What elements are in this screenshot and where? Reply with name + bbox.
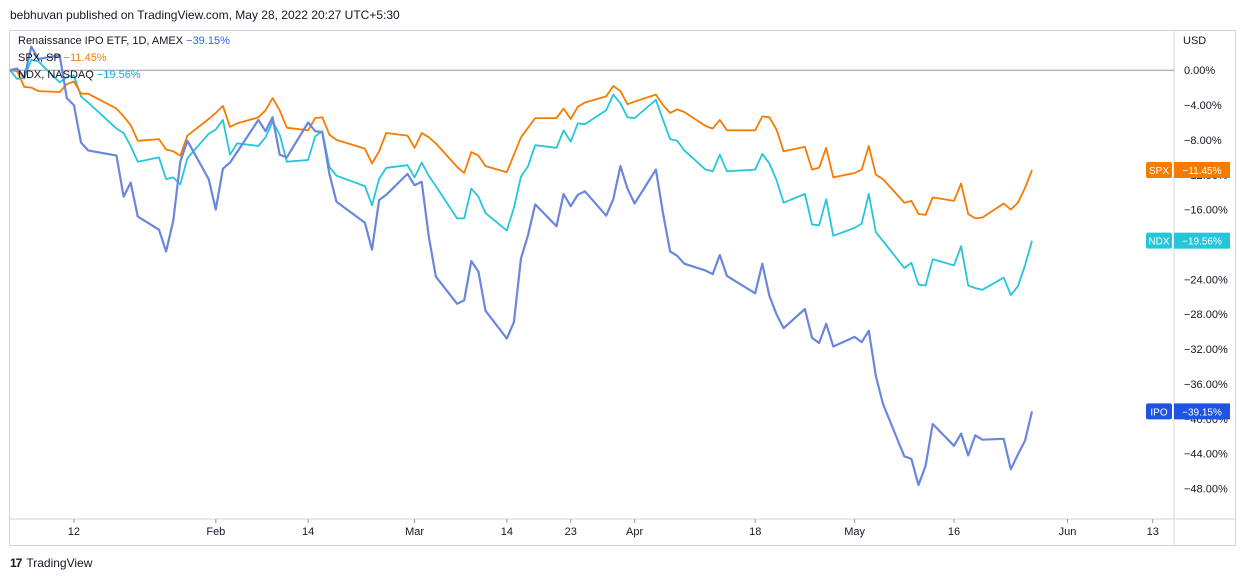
price-value-text: −11.45%	[1182, 166, 1221, 177]
price-tag-ndx	[1146, 232, 1172, 249]
y-tick-label: −48.00%	[1184, 484, 1228, 496]
tradingview-logo-icon: 17	[10, 556, 22, 570]
x-tick-label: Apr	[626, 526, 643, 538]
y-tick-label: 0.00%	[1184, 65, 1215, 77]
price-value-tag-ipo	[1174, 403, 1230, 420]
legend-ipo-value: −39.15%	[186, 35, 230, 47]
legend-ndx-value: −19.56%	[96, 69, 141, 81]
price-value-text: −39.15%	[1182, 407, 1222, 418]
x-tick-label: May	[844, 526, 865, 538]
legend-ndx[interactable]: NDX, NASDAQ −19.56%	[18, 68, 141, 82]
x-tick-label: 18	[749, 526, 761, 538]
y-axis-unit: USD	[1183, 35, 1206, 47]
price-value-tag-ndx	[1174, 232, 1230, 249]
y-tick-label: −32.00%	[1184, 344, 1228, 356]
legend-ndx-name: NDX, NASDAQ	[18, 69, 94, 81]
y-tick-label: −24.00%	[1184, 274, 1228, 286]
price-tag-name: IPO	[1150, 407, 1167, 418]
x-tick-label: 12	[68, 526, 80, 538]
series-line-ipo	[9, 45, 1034, 487]
x-tick-label: Mar	[405, 526, 424, 538]
x-tick-label: 14	[501, 526, 513, 538]
y-tick-label: −4.00%	[1184, 100, 1222, 112]
x-tick-label: Jun	[1059, 526, 1077, 538]
chart-frame	[9, 30, 1236, 546]
price-tag-name: NDX	[1148, 237, 1169, 248]
x-tick-label: 16	[948, 526, 960, 538]
x-tick-label: 23	[565, 526, 577, 538]
x-tick-label: 14	[302, 526, 314, 538]
publish-info: bebhuvan published on TradingView.com, M…	[10, 8, 400, 22]
price-tag-name: SPX	[1149, 166, 1169, 177]
x-tick-label: Feb	[206, 526, 225, 538]
legend-ipo[interactable]: Renaissance IPO ETF, 1D, AMEX −39.15%	[18, 34, 230, 48]
series-line-spx	[9, 69, 1033, 220]
y-tick-label: −36.00%	[1184, 379, 1228, 391]
legend-spx-value: −11.45%	[63, 52, 107, 64]
price-value-tag-spx	[1174, 161, 1230, 178]
price-value-text: −19.56%	[1182, 237, 1222, 248]
price-tag-ipo	[1146, 403, 1172, 420]
y-tick-label: −28.00%	[1184, 309, 1228, 321]
y-tick-label: −44.00%	[1184, 449, 1228, 461]
legend-spx[interactable]: SPX, SP −11.45%	[18, 51, 107, 65]
y-tick-label: −16.00%	[1184, 205, 1228, 217]
legend-spx-name: SPX, SP	[18, 52, 61, 64]
legend-ipo-name: Renaissance IPO ETF, 1D, AMEX	[18, 35, 184, 47]
y-tick-label: −8.00%	[1184, 135, 1222, 147]
price-tag-spx	[1146, 161, 1172, 178]
x-tick-label: 13	[1147, 526, 1159, 538]
tradingview-logo[interactable]: 17 TradingView	[10, 556, 92, 570]
tradingview-brand-text: TradingView	[26, 556, 93, 570]
series-line-ndx	[9, 58, 1033, 296]
